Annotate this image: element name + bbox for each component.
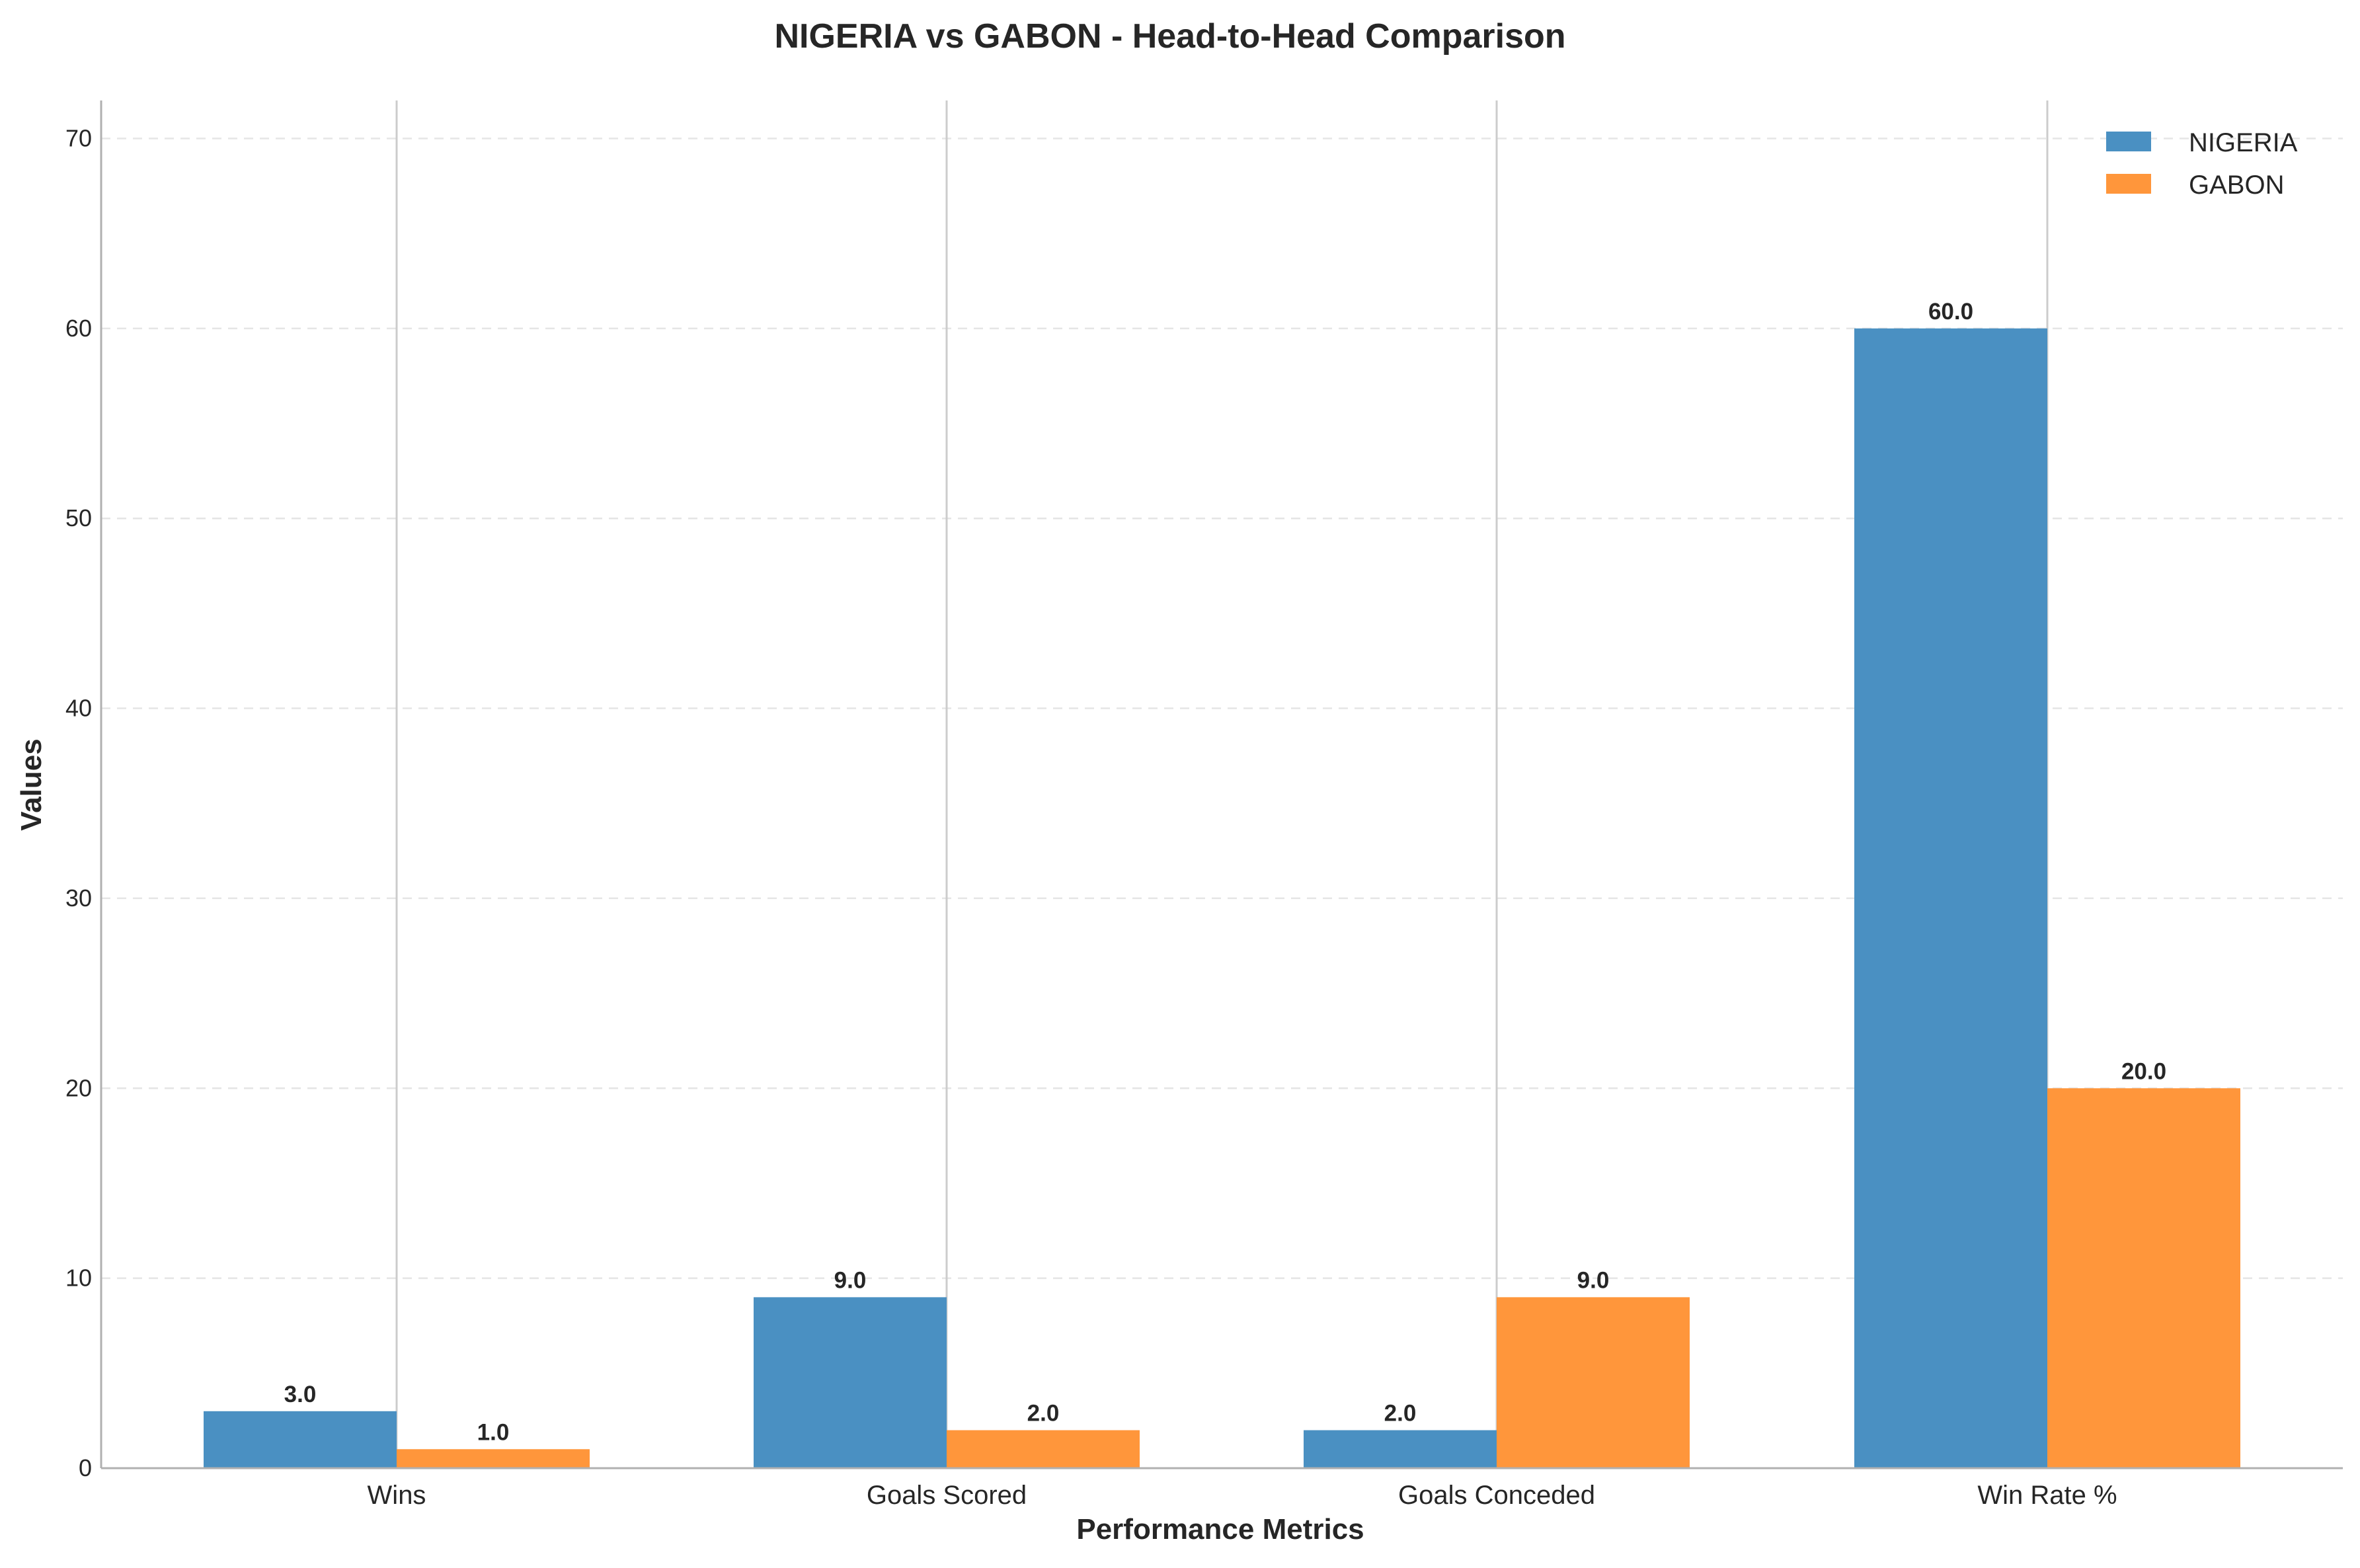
legend-swatch-gabon — [2106, 174, 2151, 194]
bar-nigeria-goals-conceded — [1304, 1430, 1497, 1468]
y-tick-label: 20 — [65, 1074, 92, 1101]
x-tick-labels: Wins Goals Scored Goals Conceded Win Rate % — [368, 1481, 2117, 1510]
y-tick-label: 10 — [65, 1265, 92, 1292]
x-tick-label: Wins — [368, 1481, 426, 1510]
y-tick-label: 0 — [79, 1454, 92, 1481]
data-label: 3.0 — [284, 1382, 317, 1407]
data-label: 9.0 — [834, 1267, 867, 1293]
x-tick-label: Win Rate % — [1977, 1481, 2117, 1510]
bar-gabon-goals-conceded — [1497, 1297, 1690, 1468]
chart-title: NIGERIA vs GABON - Head-to-Head Comparis… — [774, 17, 1565, 56]
y-tick-label: 70 — [65, 124, 92, 151]
y-tick-labels: 0 10 20 30 40 50 60 70 — [65, 124, 92, 1481]
gridlines — [101, 137, 2343, 1279]
data-label: 2.0 — [1027, 1401, 1060, 1427]
y-tick-label: 50 — [65, 504, 92, 531]
bar-gabon-goals-scored — [947, 1430, 1140, 1468]
data-label: 2.0 — [1384, 1401, 1417, 1427]
data-labels: 3.0 9.0 2.0 60.0 1.0 2.0 9.0 20.0 — [284, 299, 2166, 1445]
legend-label-gabon: GABON — [2189, 171, 2284, 200]
y-tick-label: 60 — [65, 315, 92, 342]
x-tick-label: Goals Scored — [867, 1481, 1027, 1510]
bar-nigeria-win-rate- — [1854, 328, 2047, 1468]
bar-nigeria-wins — [204, 1411, 397, 1468]
data-label: 20.0 — [2121, 1058, 2166, 1084]
legend: NIGERIA GABON — [2106, 128, 2298, 200]
bars — [204, 328, 2240, 1468]
bar-gabon-wins — [397, 1449, 590, 1468]
x-axis-label: Performance Metrics — [1076, 1513, 1364, 1546]
data-label: 60.0 — [1928, 299, 1973, 325]
y-tick-label: 40 — [65, 695, 92, 722]
x-tick-label: Goals Conceded — [1398, 1481, 1595, 1510]
data-label: 1.0 — [477, 1419, 510, 1445]
data-label: 9.0 — [1577, 1267, 1610, 1293]
bar-nigeria-goals-scored — [754, 1297, 947, 1468]
legend-swatch-nigeria — [2106, 132, 2151, 151]
legend-label-nigeria: NIGERIA — [2189, 128, 2298, 157]
y-tick-label: 30 — [65, 884, 92, 912]
y-axis-label: Values — [15, 738, 48, 830]
bar-gabon-win-rate- — [2047, 1088, 2240, 1468]
